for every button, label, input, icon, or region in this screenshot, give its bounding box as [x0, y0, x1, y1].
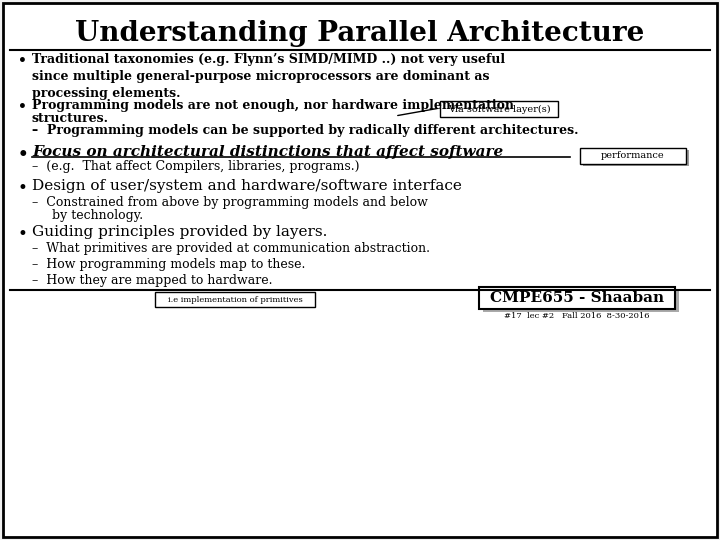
- Text: Guiding principles provided by layers.: Guiding principles provided by layers.: [32, 225, 328, 239]
- Text: performance: performance: [601, 152, 665, 160]
- Text: i.e implementation of primitives: i.e implementation of primitives: [168, 295, 302, 303]
- Text: –  What primitives are provided at communication abstraction.: – What primitives are provided at commun…: [32, 242, 430, 255]
- Text: •: •: [18, 226, 28, 243]
- Text: CMPE655 - Shaaban: CMPE655 - Shaaban: [490, 291, 664, 305]
- Text: –  Constrained from above by programming models and below: – Constrained from above by programming …: [32, 196, 428, 209]
- Text: •: •: [18, 180, 28, 197]
- Text: Design of user/system and hardware/software interface: Design of user/system and hardware/softw…: [32, 179, 462, 193]
- Text: structures.: structures.: [32, 112, 109, 125]
- Text: Programming models are not enough, nor hardware implementation: Programming models are not enough, nor h…: [32, 99, 514, 112]
- Text: –  How programming models map to these.: – How programming models map to these.: [32, 258, 305, 271]
- Text: –  Programming models can be supported by radically different architectures.: – Programming models can be supported by…: [32, 124, 578, 137]
- Text: –  How they are mapped to hardware.: – How they are mapped to hardware.: [32, 274, 272, 287]
- Text: •: •: [18, 146, 29, 163]
- Text: Via software layer(s): Via software layer(s): [448, 104, 550, 113]
- Text: #17  lec #2   Fall 2016  8-30-2016: #17 lec #2 Fall 2016 8-30-2016: [504, 312, 649, 320]
- Text: –  (e.g.  That affect Compilers, libraries, programs.): – (e.g. That affect Compilers, libraries…: [32, 160, 359, 173]
- Text: •: •: [18, 54, 27, 68]
- Bar: [155, 292, 315, 307]
- Text: Understanding Parallel Architecture: Understanding Parallel Architecture: [76, 20, 644, 47]
- Text: Traditional taxonomies (e.g. Flynn’s SIMD/MIMD ..) not very useful
since multipl: Traditional taxonomies (e.g. Flynn’s SIM…: [32, 53, 505, 100]
- Text: Focus on architectural distinctions that affect software: Focus on architectural distinctions that…: [32, 145, 503, 159]
- Bar: [479, 287, 675, 309]
- Bar: [440, 101, 558, 117]
- Text: by technology.: by technology.: [32, 209, 143, 222]
- Bar: [583, 150, 689, 166]
- Text: •: •: [18, 100, 27, 114]
- Bar: [580, 148, 686, 164]
- Bar: [483, 290, 679, 312]
